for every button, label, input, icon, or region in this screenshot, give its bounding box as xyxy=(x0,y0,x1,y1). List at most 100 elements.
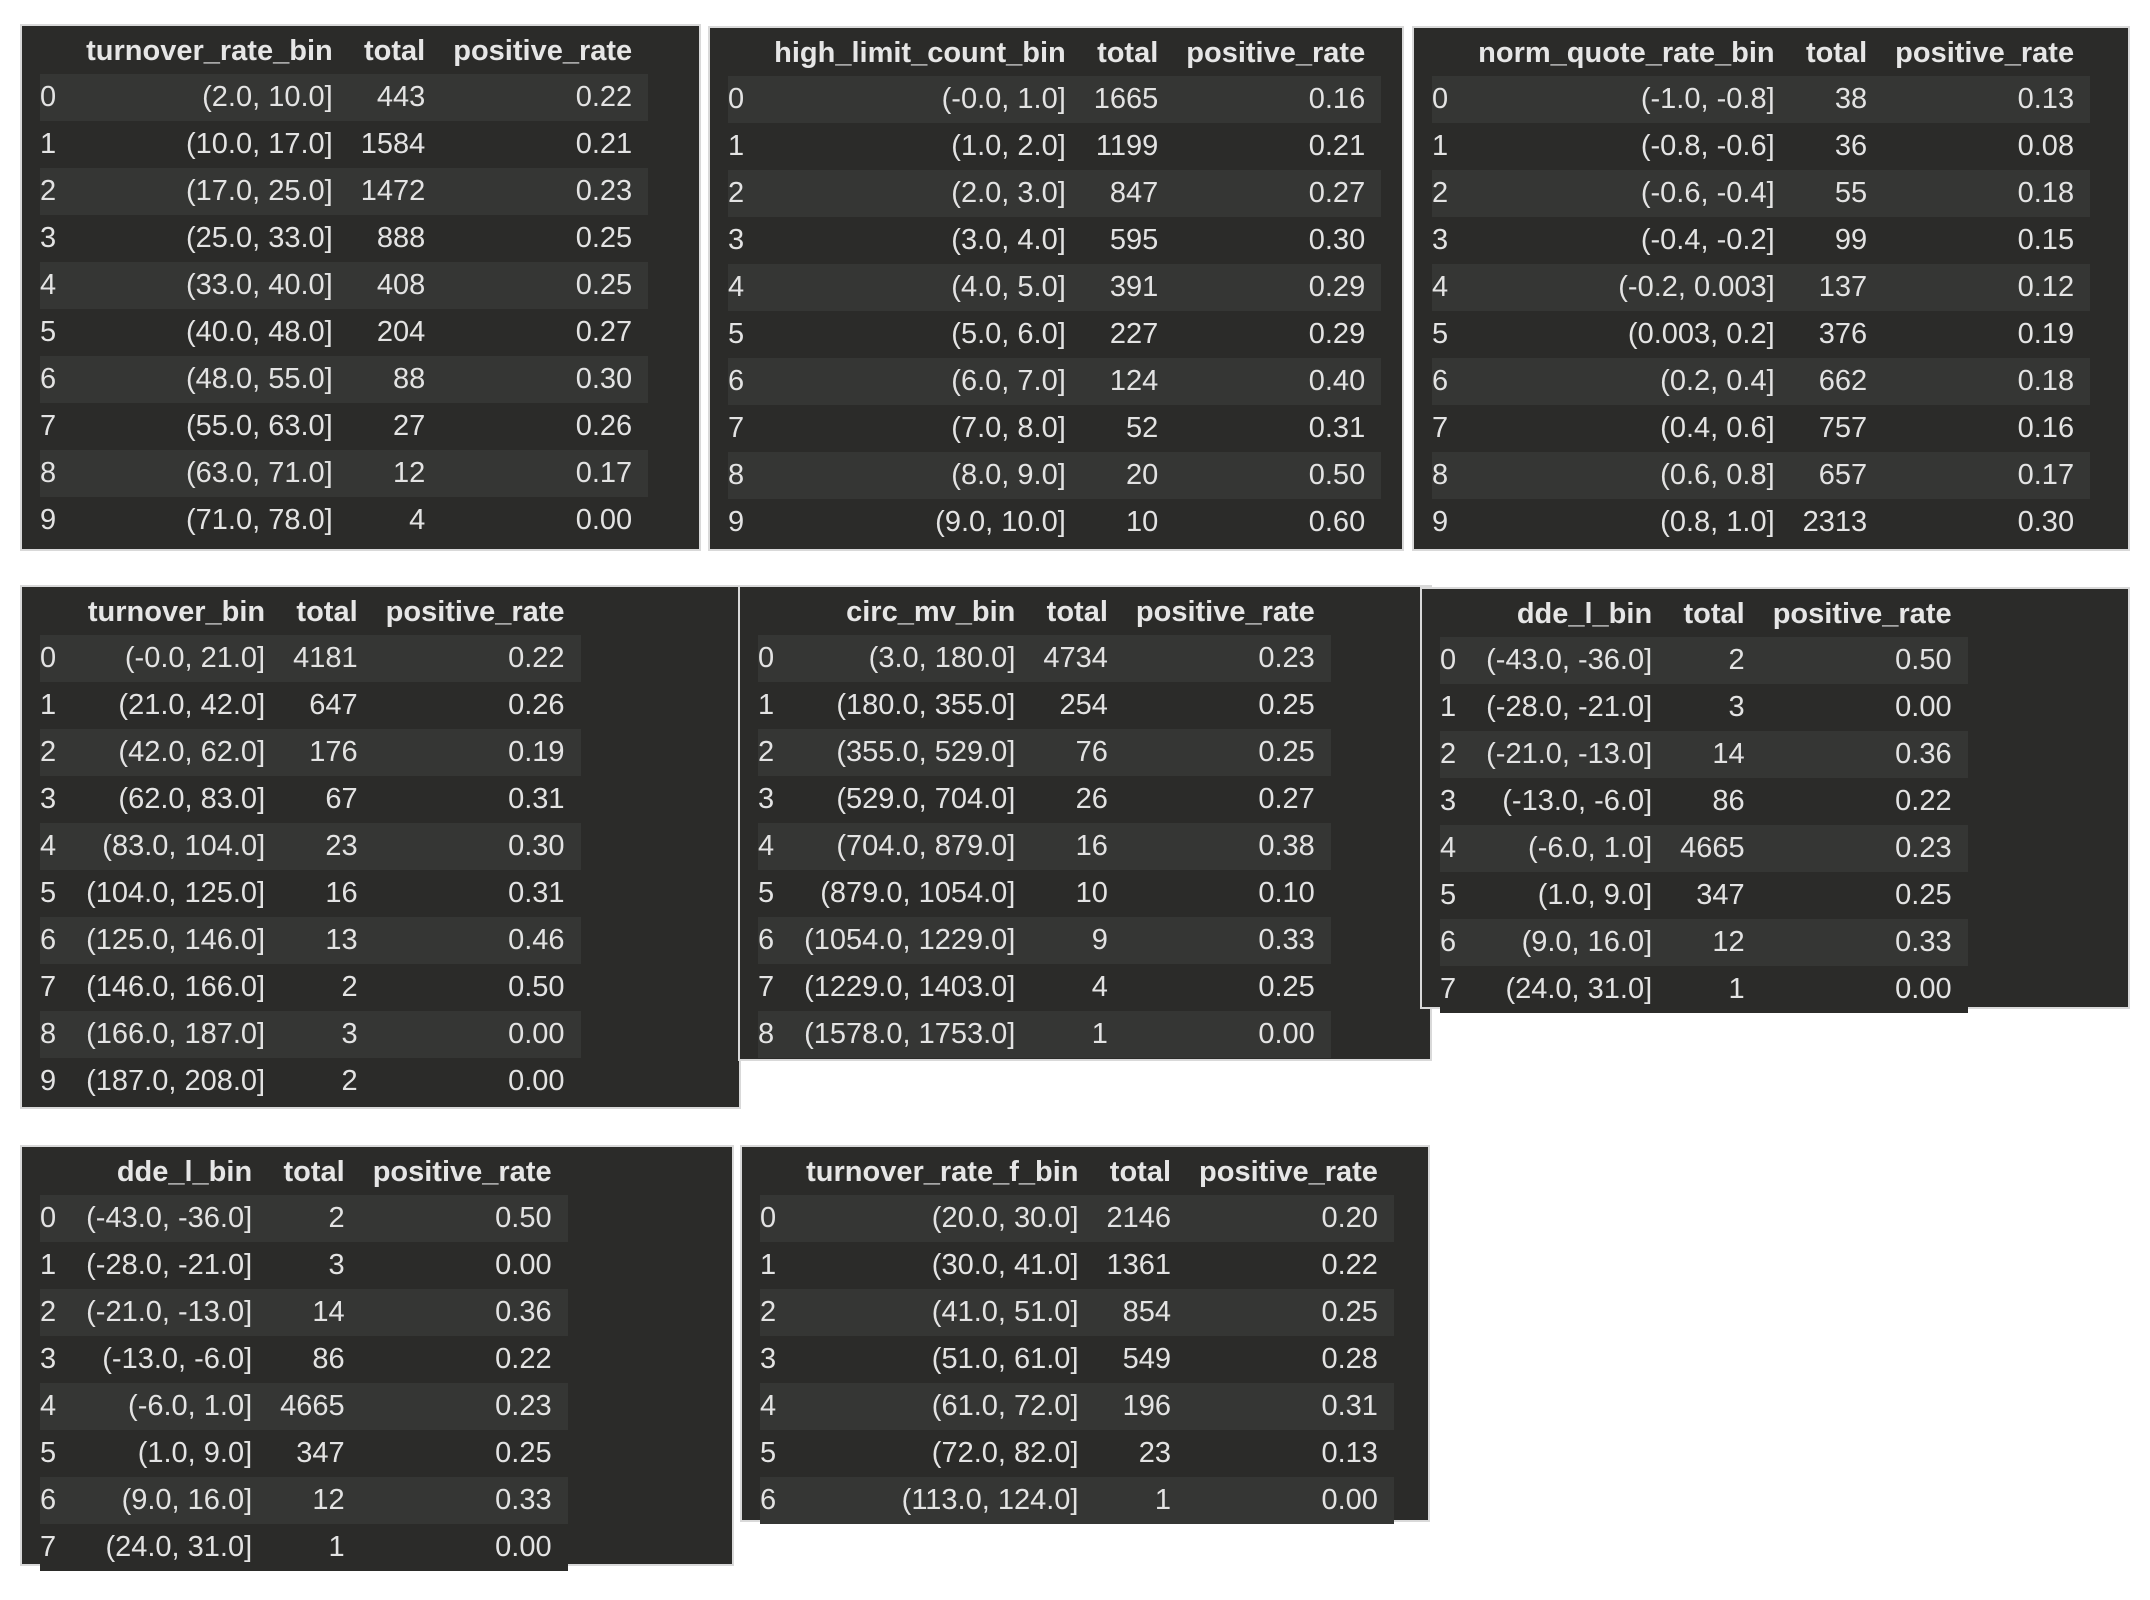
row-index-cell: 5 xyxy=(728,311,763,358)
table-row: 4 (4.0, 5.0] 391 0.29 xyxy=(728,264,1382,311)
table-row: 8 (1578.0, 1753.0] 1 0.00 xyxy=(758,1011,1331,1058)
table-cell: 0.31 xyxy=(1174,405,1382,452)
row-index-cell: 6 xyxy=(728,358,763,405)
table-cell: (33.0, 40.0] xyxy=(74,262,349,309)
table-row: 7 (24.0, 31.0] 1 0.00 xyxy=(1440,966,1968,1013)
column-header: total xyxy=(281,589,374,635)
table-cell: (24.0, 31.0] xyxy=(74,1524,269,1571)
column-header: positive_rate xyxy=(1123,589,1331,635)
table-row: 2 (41.0, 51.0] 854 0.25 xyxy=(760,1289,1394,1336)
row-index-cell: 0 xyxy=(40,1195,75,1242)
row-index-cell: 4 xyxy=(40,1383,75,1430)
table-cell: (71.0, 78.0] xyxy=(74,497,349,544)
row-index-cell: 4 xyxy=(728,264,763,311)
table-cell: 0.00 xyxy=(373,1011,581,1058)
table-row: 8 (63.0, 71.0] 12 0.17 xyxy=(40,450,649,497)
table-cell: 0.00 xyxy=(1760,684,1968,731)
table-cell: 20 xyxy=(1081,452,1175,499)
row-index-cell: 4 xyxy=(760,1383,795,1430)
table-cell: 76 xyxy=(1031,729,1124,776)
row-index-cell: 5 xyxy=(760,1430,795,1477)
table-cell: (187.0, 208.0] xyxy=(74,1058,282,1105)
table-cell: (55.0, 63.0] xyxy=(74,403,349,450)
row-index-cell: 7 xyxy=(1440,966,1475,1013)
table-cell: (17.0, 25.0] xyxy=(74,168,349,215)
table-cell: (0.6, 0.8] xyxy=(1466,452,1791,499)
table-row: 6 (113.0, 124.0] 1 0.00 xyxy=(760,1477,1394,1524)
table-cell: 647 xyxy=(281,682,374,729)
table-cell: 0.20 xyxy=(1187,1195,1394,1242)
row-index-cell: 0 xyxy=(40,635,75,682)
row-index-cell: 9 xyxy=(1432,499,1467,546)
table-cell: (3.0, 4.0] xyxy=(762,217,1082,264)
column-header: positive_rate xyxy=(360,1149,568,1195)
row-index-cell: 8 xyxy=(1432,452,1467,499)
table-cell: 595 xyxy=(1081,217,1175,264)
table-cell: 0.46 xyxy=(373,917,581,964)
table-row: 7 (1229.0, 1403.0] 4 0.25 xyxy=(758,964,1331,1011)
table-cell: (2.0, 3.0] xyxy=(762,170,1082,217)
table-cell: 0.50 xyxy=(1174,452,1382,499)
table-cell: 0.28 xyxy=(1187,1336,1394,1383)
table-row: 3 (62.0, 83.0] 67 0.31 xyxy=(40,776,581,823)
table-cell: 4665 xyxy=(268,1383,361,1430)
table-cell: (-43.0, -36.0] xyxy=(1474,637,1669,684)
row-index-cell: 4 xyxy=(1432,264,1467,311)
table-cell: 0.30 xyxy=(1883,499,2091,546)
table-cell: (-0.4, -0.2] xyxy=(1466,217,1791,264)
table-cell: 36 xyxy=(1790,123,1884,170)
table-cell: 376 xyxy=(1790,311,1884,358)
column-header: high_limit_count_bin xyxy=(762,30,1082,76)
table-cell: (1.0, 9.0] xyxy=(74,1430,269,1477)
table-cell: 137 xyxy=(1790,264,1884,311)
table-cell: 0.30 xyxy=(373,823,581,870)
table-cell: (166.0, 187.0] xyxy=(74,1011,282,1058)
row-index-cell: 1 xyxy=(40,1242,75,1289)
table-cell: 12 xyxy=(268,1477,361,1524)
row-index-cell: 1 xyxy=(1432,123,1467,170)
row-index-cell: 7 xyxy=(40,403,75,450)
table-cell: (6.0, 7.0] xyxy=(762,358,1082,405)
index-header xyxy=(40,28,75,74)
table-row: 5 (1.0, 9.0] 347 0.25 xyxy=(1440,872,1968,919)
table-cell: 408 xyxy=(348,262,442,309)
index-header xyxy=(728,30,763,76)
row-index-cell: 8 xyxy=(728,452,763,499)
table-row: 6 (1054.0, 1229.0] 9 0.33 xyxy=(758,917,1331,964)
table-cell: (113.0, 124.0] xyxy=(794,1477,1095,1524)
column-header: positive_rate xyxy=(1187,1149,1394,1195)
table-cell: 662 xyxy=(1790,358,1884,405)
table-cell: 12 xyxy=(348,450,442,497)
table-cell: 0.00 xyxy=(1760,966,1968,1013)
table-cell: 443 xyxy=(348,74,442,121)
table-cell: (20.0, 30.0] xyxy=(794,1195,1095,1242)
row-index-cell: 3 xyxy=(760,1336,795,1383)
table-cell: 347 xyxy=(268,1430,361,1477)
table-cell: (-43.0, -36.0] xyxy=(74,1195,269,1242)
table-cell: (5.0, 6.0] xyxy=(762,311,1082,358)
row-index-cell: 5 xyxy=(40,870,75,917)
table-cell: 549 xyxy=(1094,1336,1188,1383)
table-cell: 0.22 xyxy=(360,1336,568,1383)
table-row: 3 (-13.0, -6.0] 86 0.22 xyxy=(1440,778,1968,825)
index-header xyxy=(40,589,75,635)
table-cell: (-13.0, -6.0] xyxy=(74,1336,269,1383)
table-cell: 10 xyxy=(1031,870,1124,917)
table-cell: 1584 xyxy=(348,121,442,168)
row-index-cell: 7 xyxy=(728,405,763,452)
table-row: 0 (-43.0, -36.0] 2 0.50 xyxy=(40,1195,568,1242)
table-cell: 0.31 xyxy=(373,870,581,917)
table-cell: (7.0, 8.0] xyxy=(762,405,1082,452)
table-cell: (24.0, 31.0] xyxy=(1474,966,1669,1013)
table-cell: 23 xyxy=(1094,1430,1188,1477)
table-row: 1 (21.0, 42.0] 647 0.26 xyxy=(40,682,581,729)
table-cell: 4 xyxy=(348,497,442,544)
table-cell: 1361 xyxy=(1094,1242,1188,1289)
table-cell: (-21.0, -13.0] xyxy=(1474,731,1669,778)
row-index-cell: 1 xyxy=(760,1242,795,1289)
table-cell: (4.0, 5.0] xyxy=(762,264,1082,311)
table-panel-dde-l-right: dde_l_bin total positive_rate 0 (-43.0, -… xyxy=(1422,589,2128,1013)
column-header: dde_l_bin xyxy=(74,1149,269,1195)
table-cell: 0.23 xyxy=(1760,825,1968,872)
table-cell: (-6.0, 1.0] xyxy=(1474,825,1669,872)
